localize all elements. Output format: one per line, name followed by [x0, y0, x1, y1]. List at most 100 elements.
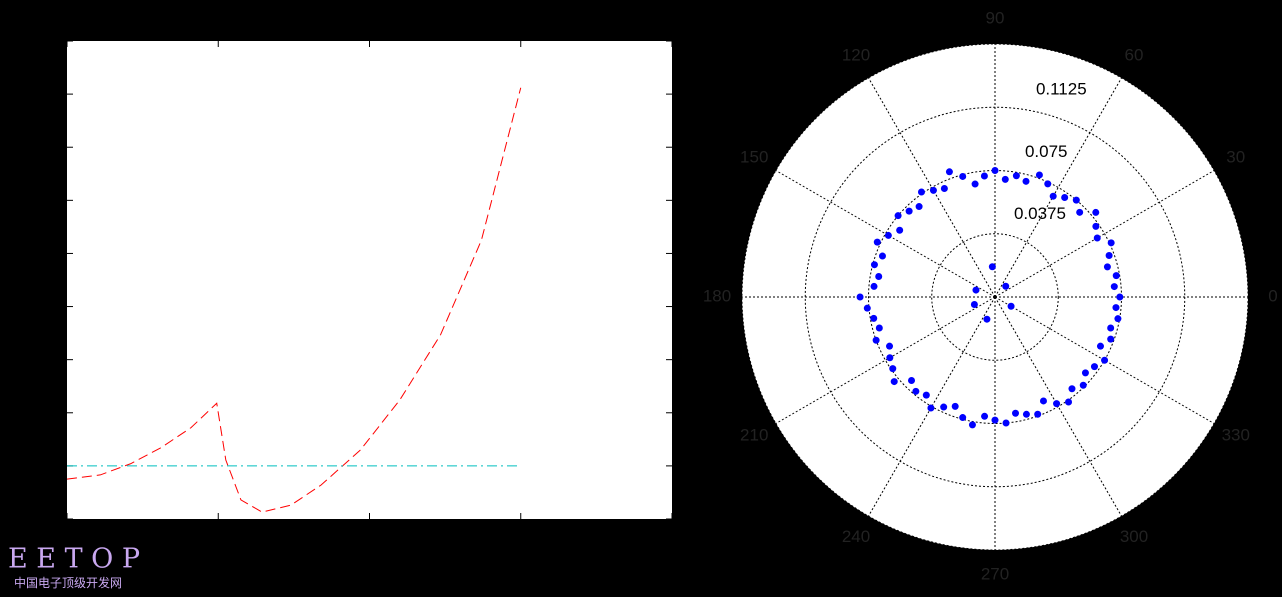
r-tick-label: 0.1125: [1036, 80, 1087, 99]
watermark-logo: E E T O P: [8, 544, 140, 575]
polar-point: [1072, 196, 1080, 204]
polar-point: [905, 207, 913, 215]
theta-tick-label: 30: [1226, 147, 1245, 166]
polar-point: [1090, 363, 1098, 371]
polar-point: [922, 391, 930, 399]
polar-point: [1002, 282, 1010, 290]
polar-point: [991, 167, 999, 174]
polar-point: [1068, 385, 1076, 393]
polar-point: [1107, 324, 1115, 332]
polar-point: [1049, 192, 1057, 200]
polar-point: [863, 304, 871, 312]
polar-point: [1114, 315, 1122, 323]
theta-tick-label: 90: [986, 8, 1005, 27]
polar-point: [878, 252, 886, 260]
polar-point: [968, 421, 976, 429]
polar-point: [1053, 400, 1061, 408]
polar-point: [940, 403, 948, 411]
theta-tick-label: 0: [1268, 286, 1277, 305]
polar-point: [959, 172, 967, 180]
polar-point: [856, 293, 864, 301]
theta-tick-label: 210: [740, 425, 768, 444]
polar-point: [1093, 234, 1101, 242]
data-line: [66, 87, 522, 513]
polar-point: [991, 416, 999, 424]
polar-point: [886, 354, 894, 362]
polar-point: [959, 414, 967, 422]
theta-tick-label: 150: [740, 147, 768, 166]
polar-point: [872, 336, 880, 344]
polar-point: [875, 324, 883, 332]
r-tick-label: 0.075: [1025, 142, 1068, 161]
polar-point: [1022, 410, 1030, 418]
watermark-subtitle: 中国电子顶级开发网: [14, 575, 122, 590]
theta-tick-label: 60: [1125, 46, 1144, 65]
polar-point: [886, 342, 894, 350]
theta-tick-label: 120: [842, 46, 870, 65]
polar-point: [1081, 369, 1089, 377]
r-tick-label: 0.0375: [1014, 204, 1066, 223]
theta-tick-label: 270: [981, 564, 1009, 583]
polar-point: [894, 212, 902, 220]
polar-point: [870, 261, 878, 269]
polar-point: [1112, 272, 1120, 280]
polar-point: [1034, 410, 1042, 418]
theta-tick-label: 180: [703, 286, 731, 305]
polar-point: [884, 231, 892, 239]
polar-point: [1044, 180, 1052, 188]
polar-point: [988, 263, 996, 271]
theta-tick-label: 330: [1222, 425, 1250, 444]
polar-point: [983, 315, 991, 323]
polar-point: [1039, 397, 1047, 405]
polar-point: [971, 180, 979, 188]
polar-point: [915, 203, 923, 211]
polar-ring: [931, 233, 1059, 361]
polar-point: [1103, 263, 1111, 271]
polar-point: [870, 282, 878, 290]
polar-point: [929, 186, 937, 194]
polar-point: [1002, 419, 1010, 427]
polar-point: [908, 376, 916, 384]
polar-point: [1107, 239, 1115, 247]
polar-point: [980, 172, 988, 180]
polar-point: [1012, 172, 1020, 180]
polar-point: [1092, 208, 1100, 216]
theta-tick-label: 240: [842, 527, 870, 546]
polar-point: [1079, 381, 1087, 389]
polar-point: [945, 168, 953, 176]
axes-background: [67, 41, 672, 519]
polar-point: [1110, 283, 1118, 291]
polar-point: [896, 226, 904, 234]
polar-point: [1076, 208, 1084, 216]
polar-point: [972, 286, 980, 294]
polar-point: [1107, 335, 1115, 343]
polar-point: [1022, 177, 1030, 185]
polar-point: [1112, 304, 1120, 312]
polar-point: [912, 387, 920, 395]
polar-point: [1035, 171, 1043, 179]
polar-point: [1007, 302, 1015, 310]
theta-tick-label: 300: [1120, 527, 1148, 546]
polar-point: [1001, 175, 1009, 183]
polar-point: [1092, 222, 1100, 230]
polar-point: [1012, 409, 1020, 417]
polar-point: [1116, 293, 1124, 301]
polar-point: [1105, 251, 1113, 259]
polar-point: [1101, 356, 1109, 364]
polar-point: [981, 412, 989, 420]
polar-point: [951, 402, 959, 410]
polar-point: [1065, 398, 1073, 406]
polar-point: [875, 272, 883, 280]
polar-point: [940, 184, 948, 192]
polar-point: [870, 314, 878, 322]
polar-point: [1061, 194, 1069, 202]
polar-point: [970, 300, 978, 308]
polar-point: [917, 188, 925, 196]
polar-point: [1096, 342, 1104, 350]
r-tick-label: 0.15: [1047, 17, 1080, 36]
polar-point: [890, 378, 898, 386]
polar-point: [873, 238, 881, 246]
polar-point: [889, 365, 897, 373]
polar-point: [927, 404, 935, 412]
